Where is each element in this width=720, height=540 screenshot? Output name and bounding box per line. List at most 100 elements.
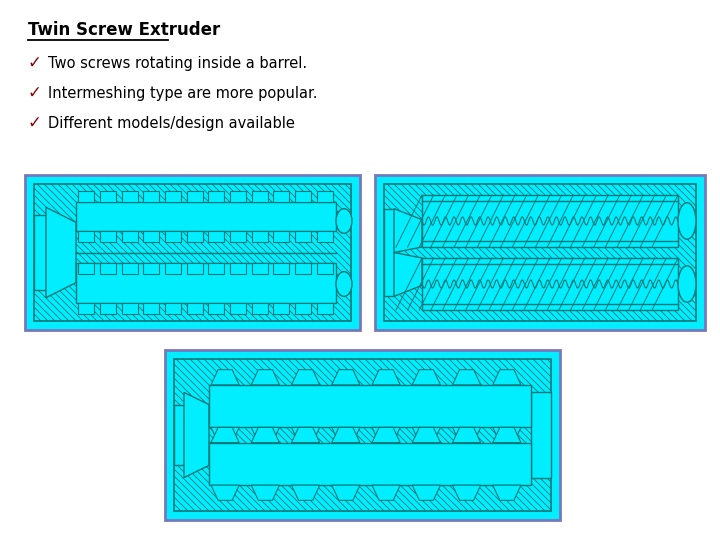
Bar xyxy=(230,231,246,241)
Ellipse shape xyxy=(336,208,352,233)
Bar xyxy=(317,303,333,314)
Polygon shape xyxy=(492,370,521,385)
Polygon shape xyxy=(251,427,279,443)
Polygon shape xyxy=(211,485,239,501)
Bar xyxy=(384,208,394,296)
Bar xyxy=(273,231,289,241)
Text: Twin Screw Extruder: Twin Screw Extruder xyxy=(28,21,220,39)
Polygon shape xyxy=(413,485,441,501)
Bar xyxy=(230,303,246,314)
Bar xyxy=(122,191,138,202)
Bar xyxy=(186,231,203,241)
Text: Two screws rotating inside a barrel.: Two screws rotating inside a barrel. xyxy=(48,56,307,71)
Text: Intermeshing type are more popular.: Intermeshing type are more popular. xyxy=(48,86,318,101)
Polygon shape xyxy=(332,370,360,385)
Bar xyxy=(208,191,225,202)
Bar xyxy=(100,191,116,202)
Polygon shape xyxy=(372,485,400,501)
Bar xyxy=(78,264,94,274)
Bar xyxy=(186,191,203,202)
Bar xyxy=(100,264,116,274)
Bar xyxy=(76,264,336,303)
Bar xyxy=(317,191,333,202)
Bar xyxy=(251,231,268,241)
Bar xyxy=(143,191,159,202)
Polygon shape xyxy=(332,427,360,443)
Polygon shape xyxy=(452,485,481,501)
Polygon shape xyxy=(46,207,76,298)
Polygon shape xyxy=(251,485,279,501)
Polygon shape xyxy=(251,370,279,385)
Polygon shape xyxy=(372,370,400,385)
Bar xyxy=(78,231,94,241)
Polygon shape xyxy=(492,485,521,501)
Polygon shape xyxy=(531,393,551,477)
Bar xyxy=(34,215,46,290)
Polygon shape xyxy=(452,370,481,385)
Bar xyxy=(25,175,360,330)
Bar xyxy=(384,184,696,321)
Bar xyxy=(143,264,159,274)
Polygon shape xyxy=(332,427,360,443)
Polygon shape xyxy=(292,427,320,443)
Bar xyxy=(294,191,311,202)
Bar xyxy=(100,231,116,241)
Bar xyxy=(174,359,551,511)
Bar xyxy=(143,303,159,314)
Bar xyxy=(273,191,289,202)
Bar xyxy=(143,231,159,241)
Bar xyxy=(208,303,225,314)
Polygon shape xyxy=(372,427,400,443)
Polygon shape xyxy=(452,427,481,443)
Polygon shape xyxy=(211,427,239,443)
Bar xyxy=(165,350,560,520)
Bar xyxy=(422,195,678,247)
Polygon shape xyxy=(372,427,400,443)
Bar xyxy=(375,175,705,330)
Text: Different models/design available: Different models/design available xyxy=(48,116,295,131)
Ellipse shape xyxy=(336,272,352,296)
Bar xyxy=(186,303,203,314)
Polygon shape xyxy=(413,427,441,443)
Bar xyxy=(209,443,531,485)
Bar xyxy=(122,231,138,241)
Bar xyxy=(273,264,289,274)
Polygon shape xyxy=(394,253,422,296)
Bar xyxy=(165,264,181,274)
Bar xyxy=(165,231,181,241)
Bar xyxy=(294,303,311,314)
Bar xyxy=(251,264,268,274)
Bar xyxy=(294,231,311,241)
Bar xyxy=(251,303,268,314)
Polygon shape xyxy=(211,427,239,443)
Bar xyxy=(251,191,268,202)
Bar xyxy=(165,191,181,202)
Bar xyxy=(186,264,203,274)
Bar xyxy=(122,264,138,274)
Bar xyxy=(165,303,181,314)
Bar xyxy=(34,184,351,321)
Polygon shape xyxy=(292,427,320,443)
Bar xyxy=(209,385,531,427)
Bar xyxy=(230,264,246,274)
Bar xyxy=(317,231,333,241)
Polygon shape xyxy=(211,370,239,385)
Bar xyxy=(208,231,225,241)
Bar xyxy=(317,264,333,274)
Polygon shape xyxy=(492,427,521,443)
Text: ✓: ✓ xyxy=(28,114,42,132)
Bar xyxy=(76,202,336,231)
Bar xyxy=(78,191,94,202)
Bar xyxy=(294,264,311,274)
Bar xyxy=(273,303,289,314)
Text: ✓: ✓ xyxy=(28,84,42,102)
Bar xyxy=(122,303,138,314)
Polygon shape xyxy=(332,485,360,501)
Bar xyxy=(78,303,94,314)
Polygon shape xyxy=(292,370,320,385)
Polygon shape xyxy=(452,427,481,443)
Ellipse shape xyxy=(678,202,696,239)
Bar xyxy=(230,191,246,202)
Bar xyxy=(174,404,184,465)
Polygon shape xyxy=(413,427,441,443)
